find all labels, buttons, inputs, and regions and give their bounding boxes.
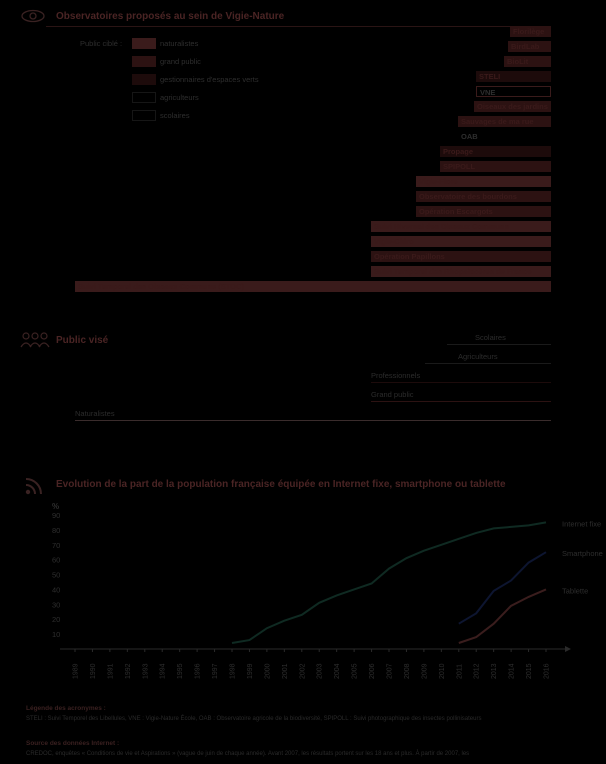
observatory-bar: Vigie-Chiro	[371, 236, 551, 247]
x-tick-label: 2004	[334, 663, 341, 679]
public-label: Professionnels	[371, 371, 421, 380]
y-tick-label: 70	[52, 541, 60, 550]
public-line	[425, 363, 551, 364]
source-title: Source des données Internet :	[26, 740, 120, 747]
public-line	[371, 382, 551, 383]
y-tick-label: 80	[52, 526, 60, 535]
public-label: Grand public	[371, 390, 414, 399]
x-tick-label: 2002	[299, 663, 306, 679]
legend-swatch	[132, 92, 156, 103]
x-tick-label: 1989	[73, 663, 80, 679]
series-label: Smartphone	[562, 549, 603, 558]
x-tick-label: 2015	[526, 663, 533, 679]
x-tick-label: 1991	[107, 663, 114, 679]
public-label: Scolaires	[475, 333, 506, 342]
x-axis-arrow	[565, 646, 571, 652]
legend-swatch	[132, 56, 156, 67]
observatory-bar: BioLit	[504, 56, 551, 67]
internet-equipment-line-chart: % 10 20 30 40 50 60 70 80 90 1989 1990 1991 1992 1993 1…	[52, 502, 603, 679]
series-line	[458, 588, 547, 644]
observatory-bar: Opération Escargots	[416, 206, 551, 217]
public-label: Agriculteurs	[458, 352, 498, 361]
observatory-bar: Oiseaux des jardins	[474, 101, 551, 112]
legend-label: agriculteurs	[160, 93, 199, 102]
legend-title: Public ciblé :	[80, 39, 123, 48]
legend-label: naturalistes	[160, 39, 199, 48]
observatory-bar: Opération Papillons	[371, 251, 551, 262]
y-tick-label: 50	[52, 571, 60, 580]
x-tick-label: 2009	[421, 663, 428, 679]
x-tick-label: 2001	[282, 663, 289, 679]
legend-label: gestionnaires d'espaces verts	[160, 75, 259, 84]
x-tick-label: 2007	[387, 663, 394, 679]
eye-icon	[21, 9, 45, 23]
x-tick-label: 1992	[125, 663, 132, 679]
observatory-bar: BirdLab	[508, 41, 551, 52]
observatory-bar: Suivi Hivernal des Oiseaux Communs	[371, 221, 551, 232]
x-tick-label: 2003	[317, 663, 324, 679]
x-tick-label: 1993	[142, 663, 149, 679]
acronyms-title: Légende des acronymes :	[26, 705, 106, 712]
section3-title: Evolution de la part de la population fr…	[56, 479, 506, 490]
x-tick-label: 1997	[212, 663, 219, 679]
y-tick-label: 20	[52, 615, 60, 624]
y-tick-label: 60	[52, 556, 60, 565]
series-line	[458, 551, 547, 625]
observatory-bar: Suivi Temporel des Rhopalocères de Franc…	[371, 266, 551, 277]
observatory-bar: STELI	[476, 71, 551, 82]
x-tick-label: 2005	[352, 663, 359, 679]
observatory-bar: Sauvages de ma rue	[458, 116, 551, 127]
x-tick-label: 2011	[456, 664, 463, 679]
observatory-bar: Suivi Temporel des Oiseaux Communs (STOC…	[75, 281, 551, 292]
public-line	[447, 344, 551, 345]
observatory-bar: VNE	[476, 86, 551, 97]
section2-title: Public visé	[56, 335, 109, 346]
section1-title: Observatoires proposés au sein de Vigie-…	[56, 11, 285, 22]
x-tick-label: 1998	[230, 663, 237, 679]
x-tick-label: 2008	[404, 663, 411, 679]
series-line	[231, 521, 547, 644]
public-line	[75, 420, 551, 421]
legend-swatch	[132, 110, 156, 121]
x-tick-label: 2012	[474, 663, 481, 679]
wifi-icon	[25, 478, 42, 495]
legend-swatch	[132, 74, 156, 85]
observatory-bar: Observatoire des bourdons	[416, 191, 551, 202]
x-tick-label: 1996	[195, 663, 202, 679]
x-tick-label: 1990	[90, 663, 97, 679]
observatory-bar: SPIPOLL	[440, 161, 551, 172]
source-text: CREDOC, enquêtes « Conditions de vie et …	[26, 751, 470, 757]
legend-label: scolaires	[160, 111, 190, 120]
legend-label: grand public	[160, 57, 201, 66]
y-tick-label: 90	[52, 511, 60, 520]
acronyms-text: STELI : Suivi Temporel des Libellules, V…	[26, 716, 482, 722]
x-tick-label: 2013	[491, 663, 498, 679]
x-tick-label: 1994	[160, 663, 167, 679]
section1-divider	[46, 26, 551, 27]
x-tick-label: 2000	[264, 663, 271, 679]
public-label: Naturalistes	[75, 409, 115, 418]
x-tick-label: 1995	[177, 663, 184, 679]
y-tick-label: 10	[52, 630, 60, 639]
observatory-bar: Florilège	[510, 26, 551, 37]
legend-swatch	[132, 38, 156, 49]
people-icon	[20, 332, 50, 348]
y-axis-label: %	[52, 502, 59, 511]
public-line	[371, 401, 551, 402]
x-tick-label: 2016	[544, 663, 551, 679]
observatory-bar: OAB	[458, 131, 551, 142]
series-label: Tablette	[562, 586, 588, 595]
x-tick-label: 2010	[439, 663, 446, 679]
observatory-bar: Vigie-Flore	[416, 176, 551, 187]
x-tick-label: 2014	[509, 663, 516, 679]
series-label: Internet fixe	[562, 519, 601, 528]
x-tick-label: 1999	[247, 663, 254, 679]
x-tick-label: 2006	[369, 663, 376, 679]
observatory-bar: Propage	[440, 146, 551, 157]
y-tick-label: 30	[52, 600, 60, 609]
y-tick-label: 40	[52, 585, 60, 594]
